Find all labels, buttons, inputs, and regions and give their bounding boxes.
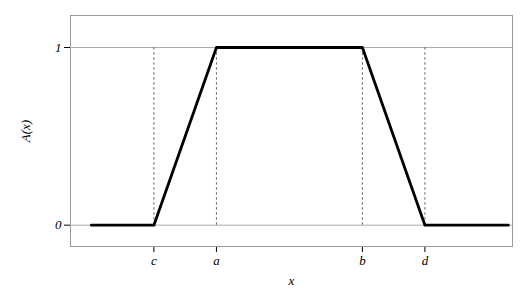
svg-text:A(x): A(x) [18,120,33,143]
svg-text:x: x [288,273,295,288]
svg-text:1: 1 [55,40,62,55]
svg-text:c: c [151,253,157,268]
svg-text:0: 0 [55,217,62,232]
svg-text:d: d [422,253,429,268]
svg-text:a: a [213,253,220,268]
svg-text:b: b [359,253,366,268]
